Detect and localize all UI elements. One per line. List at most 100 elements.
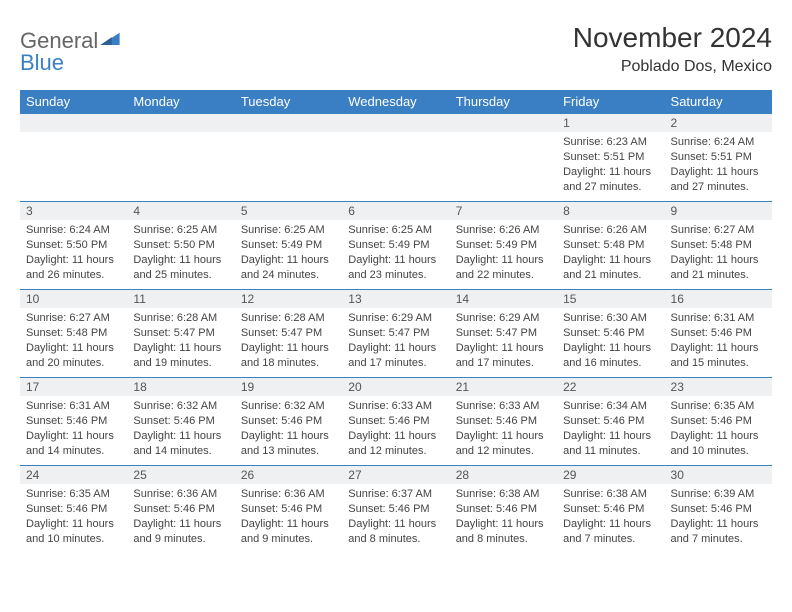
daylight-text-1: Daylight: 11 hours	[563, 165, 658, 180]
sunrise-text: Sunrise: 6:24 AM	[671, 135, 766, 150]
daylight-text-1: Daylight: 11 hours	[348, 517, 443, 532]
daylight-text-1: Daylight: 11 hours	[133, 253, 228, 268]
calendar-row: 1Sunrise: 6:23 AMSunset: 5:51 PMDaylight…	[20, 114, 772, 202]
calendar-cell	[450, 114, 557, 202]
sunset-text: Sunset: 5:46 PM	[26, 414, 121, 429]
day-info: Sunrise: 6:32 AMSunset: 5:46 PMDaylight:…	[127, 396, 234, 462]
sunset-text: Sunset: 5:46 PM	[456, 502, 551, 517]
day-info: Sunrise: 6:30 AMSunset: 5:46 PMDaylight:…	[557, 308, 664, 374]
calendar-cell: 24Sunrise: 6:35 AMSunset: 5:46 PMDayligh…	[20, 466, 127, 554]
sunset-text: Sunset: 5:46 PM	[26, 502, 121, 517]
daylight-text-2: and 20 minutes.	[26, 356, 121, 371]
daylight-text-1: Daylight: 11 hours	[563, 517, 658, 532]
calendar-cell: 13Sunrise: 6:29 AMSunset: 5:47 PMDayligh…	[342, 290, 449, 378]
sunrise-text: Sunrise: 6:25 AM	[133, 223, 228, 238]
day-number: 26	[235, 466, 342, 484]
sunset-text: Sunset: 5:46 PM	[563, 326, 658, 341]
logo-triangle-icon	[100, 31, 120, 50]
calendar-cell: 27Sunrise: 6:37 AMSunset: 5:46 PMDayligh…	[342, 466, 449, 554]
calendar-cell: 22Sunrise: 6:34 AMSunset: 5:46 PMDayligh…	[557, 378, 664, 466]
day-info: Sunrise: 6:29 AMSunset: 5:47 PMDaylight:…	[450, 308, 557, 374]
day-number: 22	[557, 378, 664, 396]
day-number: 28	[450, 466, 557, 484]
sunset-text: Sunset: 5:46 PM	[348, 502, 443, 517]
day-number: 13	[342, 290, 449, 308]
daylight-text-2: and 15 minutes.	[671, 356, 766, 371]
daylight-text-1: Daylight: 11 hours	[563, 429, 658, 444]
daylight-text-1: Daylight: 11 hours	[563, 253, 658, 268]
day-number: 6	[342, 202, 449, 220]
col-thursday: Thursday	[450, 90, 557, 114]
daylight-text-2: and 25 minutes.	[133, 268, 228, 283]
sunset-text: Sunset: 5:48 PM	[671, 238, 766, 253]
daylight-text-2: and 18 minutes.	[241, 356, 336, 371]
day-info: Sunrise: 6:23 AMSunset: 5:51 PMDaylight:…	[557, 132, 664, 198]
day-number: 24	[20, 466, 127, 484]
daylight-text-1: Daylight: 11 hours	[241, 429, 336, 444]
daylight-text-2: and 8 minutes.	[456, 532, 551, 547]
day-info: Sunrise: 6:25 AMSunset: 5:49 PMDaylight:…	[235, 220, 342, 286]
sunrise-text: Sunrise: 6:34 AM	[563, 399, 658, 414]
day-info: Sunrise: 6:38 AMSunset: 5:46 PMDaylight:…	[450, 484, 557, 550]
day-number: 3	[20, 202, 127, 220]
day-info: Sunrise: 6:25 AMSunset: 5:50 PMDaylight:…	[127, 220, 234, 286]
day-number: 21	[450, 378, 557, 396]
daylight-text-1: Daylight: 11 hours	[456, 253, 551, 268]
sunset-text: Sunset: 5:46 PM	[563, 502, 658, 517]
daylight-text-1: Daylight: 11 hours	[456, 517, 551, 532]
calendar-cell: 17Sunrise: 6:31 AMSunset: 5:46 PMDayligh…	[20, 378, 127, 466]
day-info: Sunrise: 6:26 AMSunset: 5:48 PMDaylight:…	[557, 220, 664, 286]
daylight-text-2: and 26 minutes.	[26, 268, 121, 283]
calendar-cell: 19Sunrise: 6:32 AMSunset: 5:46 PMDayligh…	[235, 378, 342, 466]
sunrise-text: Sunrise: 6:37 AM	[348, 487, 443, 502]
day-number: 9	[665, 202, 772, 220]
daylight-text-2: and 9 minutes.	[241, 532, 336, 547]
sunset-text: Sunset: 5:47 PM	[348, 326, 443, 341]
calendar-cell: 16Sunrise: 6:31 AMSunset: 5:46 PMDayligh…	[665, 290, 772, 378]
daylight-text-2: and 7 minutes.	[563, 532, 658, 547]
sunset-text: Sunset: 5:46 PM	[456, 414, 551, 429]
calendar-row: 24Sunrise: 6:35 AMSunset: 5:46 PMDayligh…	[20, 466, 772, 554]
day-info: Sunrise: 6:25 AMSunset: 5:49 PMDaylight:…	[342, 220, 449, 286]
sunrise-text: Sunrise: 6:26 AM	[563, 223, 658, 238]
sunrise-text: Sunrise: 6:27 AM	[671, 223, 766, 238]
daylight-text-2: and 21 minutes.	[563, 268, 658, 283]
col-tuesday: Tuesday	[235, 90, 342, 114]
calendar-cell: 23Sunrise: 6:35 AMSunset: 5:46 PMDayligh…	[665, 378, 772, 466]
calendar-cell	[235, 114, 342, 202]
day-number: 2	[665, 114, 772, 132]
sunrise-text: Sunrise: 6:25 AM	[241, 223, 336, 238]
sunrise-text: Sunrise: 6:31 AM	[671, 311, 766, 326]
daylight-text-1: Daylight: 11 hours	[456, 341, 551, 356]
daylight-text-1: Daylight: 11 hours	[133, 429, 228, 444]
sunset-text: Sunset: 5:48 PM	[563, 238, 658, 253]
daylight-text-1: Daylight: 11 hours	[671, 165, 766, 180]
sunrise-text: Sunrise: 6:36 AM	[133, 487, 228, 502]
day-info: Sunrise: 6:27 AMSunset: 5:48 PMDaylight:…	[20, 308, 127, 374]
daylight-text-1: Daylight: 11 hours	[26, 253, 121, 268]
sunset-text: Sunset: 5:49 PM	[348, 238, 443, 253]
day-number: 7	[450, 202, 557, 220]
day-number-empty	[342, 114, 449, 132]
sunset-text: Sunset: 5:46 PM	[348, 414, 443, 429]
day-header-row: Sunday Monday Tuesday Wednesday Thursday…	[20, 90, 772, 114]
day-info: Sunrise: 6:35 AMSunset: 5:46 PMDaylight:…	[665, 396, 772, 462]
page-title: November 2024	[573, 22, 772, 54]
day-number: 16	[665, 290, 772, 308]
col-saturday: Saturday	[665, 90, 772, 114]
day-number-empty	[235, 114, 342, 132]
day-info: Sunrise: 6:24 AMSunset: 5:50 PMDaylight:…	[20, 220, 127, 286]
day-number-empty	[450, 114, 557, 132]
day-number-empty	[20, 114, 127, 132]
daylight-text-1: Daylight: 11 hours	[563, 341, 658, 356]
col-friday: Friday	[557, 90, 664, 114]
sunset-text: Sunset: 5:46 PM	[671, 502, 766, 517]
daylight-text-2: and 23 minutes.	[348, 268, 443, 283]
day-info: Sunrise: 6:28 AMSunset: 5:47 PMDaylight:…	[235, 308, 342, 374]
calendar-row: 10Sunrise: 6:27 AMSunset: 5:48 PMDayligh…	[20, 290, 772, 378]
sunset-text: Sunset: 5:46 PM	[241, 414, 336, 429]
day-number: 14	[450, 290, 557, 308]
calendar-table: Sunday Monday Tuesday Wednesday Thursday…	[20, 90, 772, 554]
daylight-text-1: Daylight: 11 hours	[671, 341, 766, 356]
calendar-cell: 3Sunrise: 6:24 AMSunset: 5:50 PMDaylight…	[20, 202, 127, 290]
